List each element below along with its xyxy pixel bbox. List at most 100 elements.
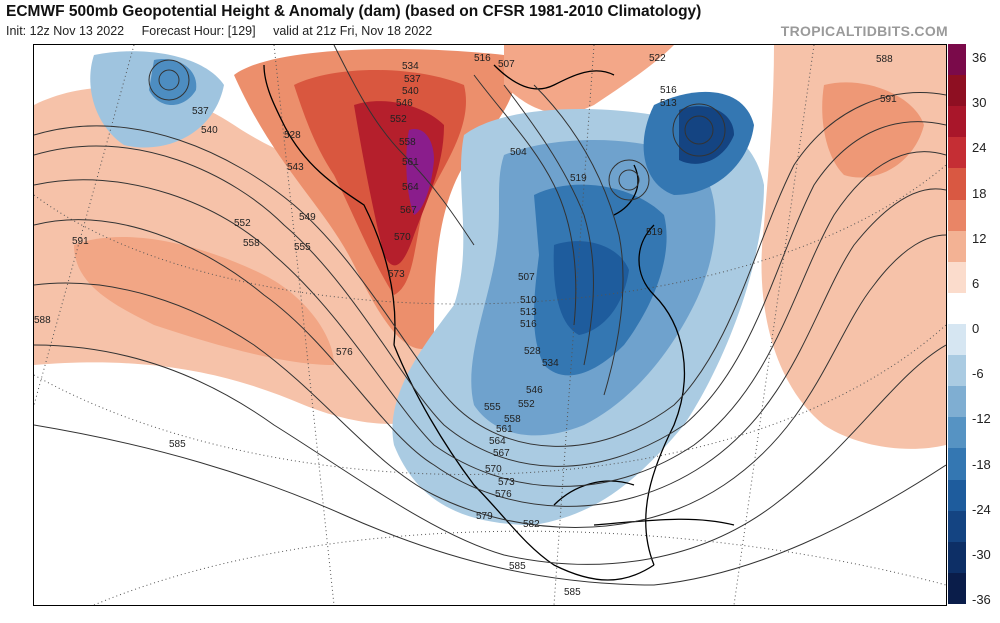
positive-anomaly-nepac [74, 236, 334, 365]
contour-label: 555 [294, 242, 311, 253]
colorbar-tick-label: 12 [972, 230, 987, 246]
contour-label: 504 [510, 147, 527, 158]
contour-label: 546 [396, 98, 413, 109]
contour-label: 588 [34, 315, 51, 326]
contour-label: 591 [72, 236, 89, 247]
run-info: Init: 12z Nov 13 2022 Forecast Hour: [12… [6, 24, 446, 38]
colorbar-tick-label: -6 [972, 366, 984, 382]
colorbar-segment [948, 572, 966, 605]
contour-label: 564 [402, 182, 419, 193]
contour-label: 588 [876, 54, 893, 65]
contour-label: 519 [646, 227, 663, 238]
contour-label: 576 [336, 347, 353, 358]
positive-anomaly-greenland [504, 45, 674, 114]
colorbar-tick-label: 6 [972, 275, 980, 291]
contour-label: 561 [402, 157, 419, 168]
contour-label: 585 [509, 561, 526, 572]
contour-label: 510 [520, 295, 537, 306]
colorbar-segment [948, 292, 966, 325]
positive-anomaly-pacific [34, 87, 454, 424]
init-time: Init: 12z Nov 13 2022 [6, 24, 125, 38]
contour-label: 585 [564, 587, 581, 598]
contour-label: 528 [284, 130, 301, 141]
contour-label: 573 [498, 477, 515, 488]
colorbar-segment [948, 479, 966, 512]
negative-anomaly-aleutian-core [149, 59, 197, 105]
contour-labels: 537 540 534 537 540 546 552 528 543 552 … [34, 53, 897, 598]
colorbar-segment [948, 168, 966, 201]
colorbar-segment [948, 541, 966, 574]
contour-label: 543 [287, 162, 304, 173]
negative-anomaly-conus-core [553, 241, 629, 335]
colorbar-segment [948, 44, 966, 76]
contour-label: 519 [570, 173, 587, 184]
contour-label: 567 [493, 448, 510, 459]
contour-label: 573 [388, 269, 405, 280]
colorbar-tick-label: 30 [972, 95, 987, 111]
colorbar-tick-label: -18 [972, 456, 991, 472]
colorbar-tick-label: 24 [972, 140, 987, 156]
coastlines [263, 64, 735, 581]
colorbar-tick-label: -24 [972, 501, 991, 517]
colorbar-tick-label: 18 [972, 185, 987, 201]
anomaly-colorbar [948, 44, 966, 605]
colorbar-segment [948, 230, 966, 263]
site-credit: TROPICALTIDBITS.COM [780, 23, 948, 39]
colorbar-segment [948, 75, 966, 107]
colorbar-tick-label: -30 [972, 547, 991, 563]
contour-label: 558 [243, 238, 260, 249]
contour-label: 534 [542, 358, 559, 369]
colorbar-segment [948, 137, 966, 169]
contour-label: 513 [660, 98, 677, 109]
colorbar-segment [948, 386, 966, 418]
contour-label: 558 [399, 137, 416, 148]
contour-label: 540 [402, 86, 419, 97]
contour-label: 507 [498, 59, 515, 70]
contour-label: 513 [520, 307, 537, 318]
contour-label: 534 [402, 61, 419, 72]
colorbar-segment [948, 417, 966, 449]
contour-label: 555 [484, 402, 501, 413]
colorbar-tick-label: 36 [972, 50, 987, 65]
contour-label: 564 [489, 436, 506, 447]
contour-label: 540 [201, 125, 218, 136]
negative-anomaly-baffin-core [679, 106, 734, 164]
anomaly-map: 537 540 534 537 540 546 552 528 543 552 … [34, 45, 946, 605]
height-contours [34, 45, 946, 586]
contour-label: 561 [496, 424, 513, 435]
contour-label: 516 [660, 85, 677, 96]
contour-label: 546 [526, 385, 543, 396]
colorbar-tick-label: 0 [972, 321, 980, 337]
contour-label: 516 [520, 319, 537, 330]
contour-label: 585 [169, 439, 186, 450]
contour-label: 558 [504, 414, 521, 425]
contour-label: 552 [518, 399, 535, 410]
contour-label: 528 [524, 346, 541, 357]
contour-label: 570 [485, 464, 502, 475]
colorbar-segment [948, 106, 966, 138]
colorbar-tick-label: -36 [972, 592, 991, 608]
contour-label: 522 [649, 53, 666, 64]
colorbar-segment [948, 510, 966, 543]
contour-label: 552 [390, 114, 407, 125]
contour-label: 582 [523, 519, 540, 530]
chart-title: ECMWF 500mb Geopotential Height & Anomal… [6, 3, 702, 20]
colorbar-segment [948, 355, 966, 387]
contour-label: 549 [299, 212, 316, 223]
contour-label: 579 [476, 511, 493, 522]
forecast-hour: Forecast Hour: [129] [141, 24, 256, 38]
contour-label: 567 [400, 205, 417, 216]
colorbar-segment [948, 199, 966, 232]
colorbar-segment [948, 448, 966, 481]
colorbar-segment [948, 261, 966, 294]
map-panel: 537 540 534 537 540 546 552 528 543 552 … [33, 44, 947, 606]
contour-label: 591 [880, 94, 897, 105]
contour-label: 537 [192, 106, 209, 117]
colorbar-tick-label: -12 [972, 411, 991, 427]
contour-label: 537 [404, 74, 421, 85]
valid-time: valid at 21z Fri, Nov 18 2022 [273, 24, 433, 38]
colorbar-segment [948, 324, 966, 356]
contour-label: 507 [518, 272, 535, 283]
contour-label: 570 [394, 232, 411, 243]
positive-anomaly-atlantic-core [822, 82, 924, 178]
